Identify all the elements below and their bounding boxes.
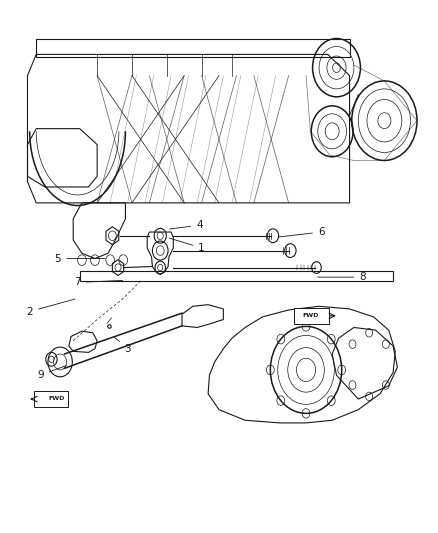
Text: 3: 3 [114,337,131,354]
Text: 7: 7 [74,277,123,287]
Text: FWD: FWD [49,396,65,401]
Text: FWD: FWD [302,313,318,318]
Text: 4: 4 [170,220,203,230]
Text: 9: 9 [37,366,66,380]
Text: 2: 2 [26,299,75,317]
Text: 5: 5 [55,254,105,263]
FancyBboxPatch shape [34,391,68,407]
FancyBboxPatch shape [294,308,328,324]
Text: 8: 8 [318,272,366,282]
Text: 6: 6 [278,227,325,237]
Text: 1: 1 [170,238,205,253]
